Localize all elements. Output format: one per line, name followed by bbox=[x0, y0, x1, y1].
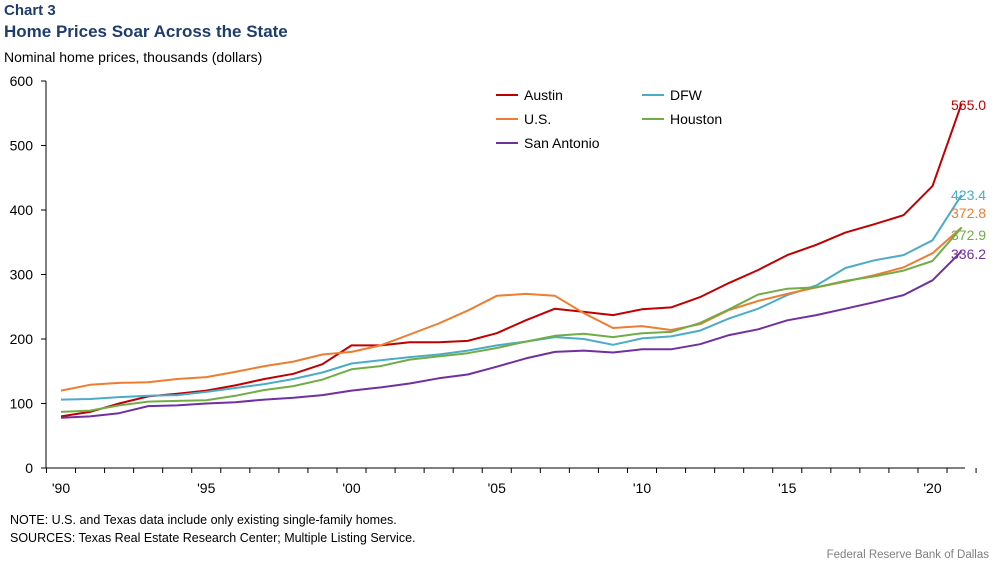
x-tick-label: '00 bbox=[342, 480, 360, 496]
series-line-houston bbox=[60, 226, 963, 413]
series-line-san-antonio bbox=[60, 250, 963, 419]
y-tick-label: 200 bbox=[10, 331, 34, 347]
x-tick-label: '20 bbox=[923, 480, 941, 496]
y-tick-label: 100 bbox=[10, 396, 34, 412]
legend-label-u-s: U.S. bbox=[524, 111, 551, 127]
series-line-dfw bbox=[60, 194, 963, 401]
credit-text: Federal Reserve Bank of Dallas bbox=[826, 549, 989, 561]
series-line-u-s bbox=[60, 226, 963, 392]
legend-label-san-antonio: San Antonio bbox=[524, 135, 600, 151]
y-tick-label: 500 bbox=[10, 138, 34, 154]
end-label-austin: 565.0 bbox=[951, 97, 986, 113]
sources-text: SOURCES: Texas Real Estate Research Cent… bbox=[10, 531, 416, 545]
x-tick-label: '10 bbox=[633, 480, 651, 496]
end-label-san-antonio: 336.2 bbox=[951, 246, 986, 262]
y-tick-label: 0 bbox=[25, 460, 33, 476]
x-tick-label: '90 bbox=[52, 480, 70, 496]
end-label-u-s: 372.8 bbox=[951, 205, 986, 221]
legend-label-austin: Austin bbox=[524, 87, 563, 103]
legend-label-dfw: DFW bbox=[670, 87, 703, 103]
end-label-houston: 372.9 bbox=[951, 227, 986, 243]
chart-label: Chart 3 bbox=[4, 2, 56, 19]
y-axis-title: Nominal home prices, thousands (dollars) bbox=[4, 49, 263, 65]
legend-label-houston: Houston bbox=[670, 111, 722, 127]
end-label-dfw: 423.4 bbox=[951, 187, 986, 203]
y-tick-label: 300 bbox=[10, 267, 34, 283]
x-tick-label: '15 bbox=[778, 480, 796, 496]
y-tick-label: 600 bbox=[10, 73, 34, 89]
x-tick-label: '95 bbox=[197, 480, 215, 496]
y-tick-label: 400 bbox=[10, 202, 34, 218]
series-line-austin bbox=[60, 103, 963, 418]
x-tick-label: '05 bbox=[488, 480, 506, 496]
chart-title: Home Prices Soar Across the State bbox=[4, 22, 288, 41]
note-text: NOTE: U.S. and Texas data include only e… bbox=[10, 513, 397, 527]
